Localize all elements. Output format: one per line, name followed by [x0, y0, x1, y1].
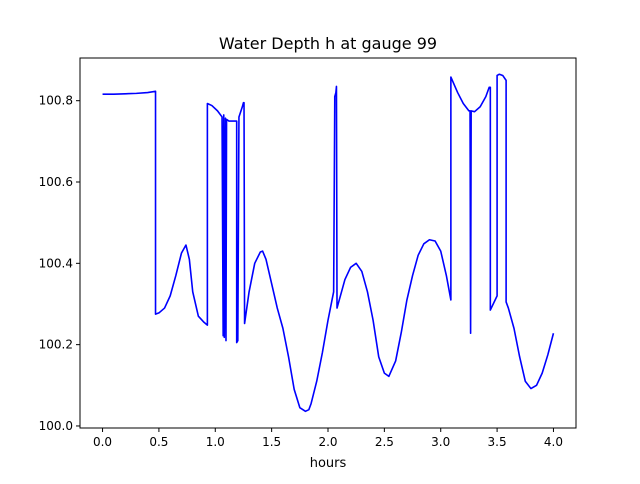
series-layer	[102, 73, 555, 413]
x-tick-label: 2.0	[318, 435, 337, 449]
y-tick-label: 100.6	[39, 175, 73, 189]
y-tick-label: 100.8	[39, 94, 73, 108]
plot-area	[80, 58, 576, 428]
x-tick-label: 2.5	[375, 435, 394, 449]
plot-frame	[79, 57, 577, 429]
y-tick-label: 100.2	[39, 338, 73, 352]
y-axis: 100.0 100.2 100.4 100.6 100.8	[39, 94, 80, 433]
x-tick-label: 3.5	[488, 435, 507, 449]
x-tick-label: 3.0	[431, 435, 450, 449]
x-axis-label: hours	[310, 456, 347, 471]
chart-title: Water Depth h at gauge 99	[219, 34, 437, 53]
x-tick-label: 0.5	[149, 435, 168, 449]
x-tick-label: 4.0	[544, 435, 563, 449]
y-tick-label: 100.0	[39, 419, 73, 433]
x-tick-label: 1.5	[262, 435, 281, 449]
x-axis: 0.0 0.5 1.0 1.5 2.0 2.5 3.0 3.5 4.0	[93, 428, 563, 449]
y-tick-label: 100.4	[39, 256, 73, 270]
x-tick-label: 1.0	[206, 435, 225, 449]
x-tick-label: 0.0	[93, 435, 112, 449]
series-line-0	[102, 73, 555, 413]
